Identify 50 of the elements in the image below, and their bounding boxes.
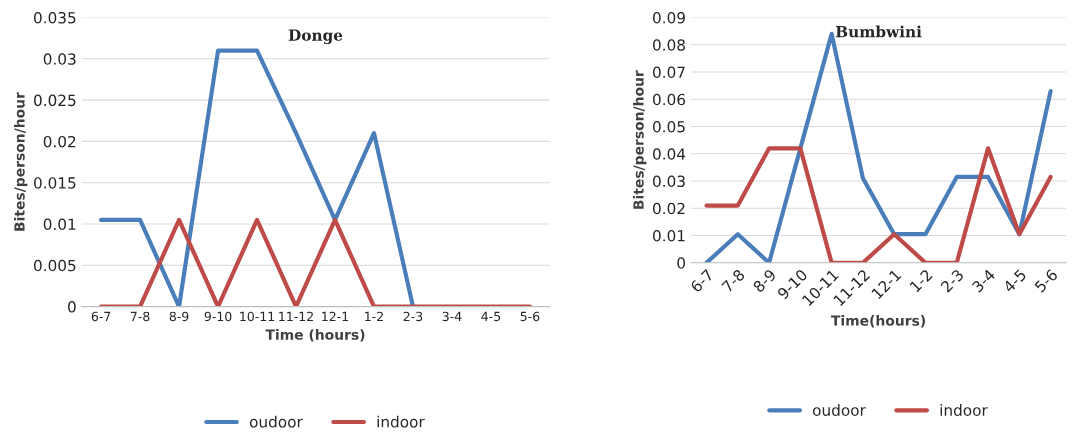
line-series (99, 48, 416, 307)
x-tick-label: 8-9 (752, 268, 777, 293)
x-axis-title: Time (hours) (265, 329, 365, 342)
chart-title: Bumbwini (835, 25, 922, 38)
y-tick-label: 0.02 (43, 135, 76, 148)
x-tick-label: 10-11 (240, 311, 275, 322)
y-tick-label: 0.06 (653, 93, 686, 106)
x-tick-label: 3-4 (442, 311, 462, 322)
x-axis-title: Time(hours) (831, 315, 925, 328)
y-tick-label: 0.07 (653, 66, 685, 79)
legend-label: oudoor (812, 404, 866, 416)
x-tick-label: 2-3 (940, 268, 965, 293)
x-tick-label: 7-8 (721, 268, 746, 293)
text: Donge (288, 29, 343, 45)
y-tick-label: 0.05 (653, 121, 685, 133)
legend-label: indoor (377, 415, 425, 428)
y-axis-title: Bites/person/hour (14, 92, 28, 231)
legend-label: oudoor (249, 415, 303, 428)
y-tick-label: 0 (68, 301, 76, 313)
y-tick-label: 0.08 (653, 39, 685, 51)
y-tick-label: 0.005 (34, 259, 76, 272)
y-tick-label: 0.025 (34, 94, 76, 107)
x-tick-label: 1-2 (365, 311, 383, 321)
y-tick-label: 0.015 (34, 177, 76, 189)
y-tick-label: 0.01 (653, 230, 685, 242)
x-tick-label: 7-8 (130, 311, 150, 322)
y-tick-label: 0.09 (653, 11, 685, 24)
x-tick-label: 12-1 (322, 311, 349, 321)
x-tick-label: 6-7 (91, 311, 111, 322)
y-tick-label: 0.035 (34, 11, 76, 24)
x-tick-label: 2-3 (403, 311, 423, 322)
y-tick-label: 0.03 (653, 175, 685, 188)
x-tick-label: 8-9 (169, 311, 189, 322)
x-tick-label: 9-10 (204, 311, 232, 322)
y-tick-label: 0.03 (43, 53, 76, 65)
legend-label: indoor (940, 404, 988, 416)
y-tick-label: 0.04 (653, 148, 686, 160)
line-series (704, 146, 1053, 263)
x-tick-label: 11-12 (279, 311, 313, 321)
x-tick-label: 5-6 (1033, 268, 1059, 293)
y-axis-title: Bites/person/hour (633, 70, 647, 209)
x-tick-label: 5-6 (520, 311, 540, 322)
x-tick-label: 4-5 (1002, 268, 1027, 294)
y-tick-label: 0.01 (43, 218, 76, 231)
x-tick-label: 6-7 (689, 268, 714, 293)
x-tick-label: 3-4 (971, 268, 996, 293)
y-tick-label: 0 (677, 257, 685, 269)
y-tick-label: 0.02 (653, 202, 685, 215)
x-tick-label: 4-5 (481, 311, 501, 322)
x-tick-label: 1-2 (909, 268, 933, 293)
